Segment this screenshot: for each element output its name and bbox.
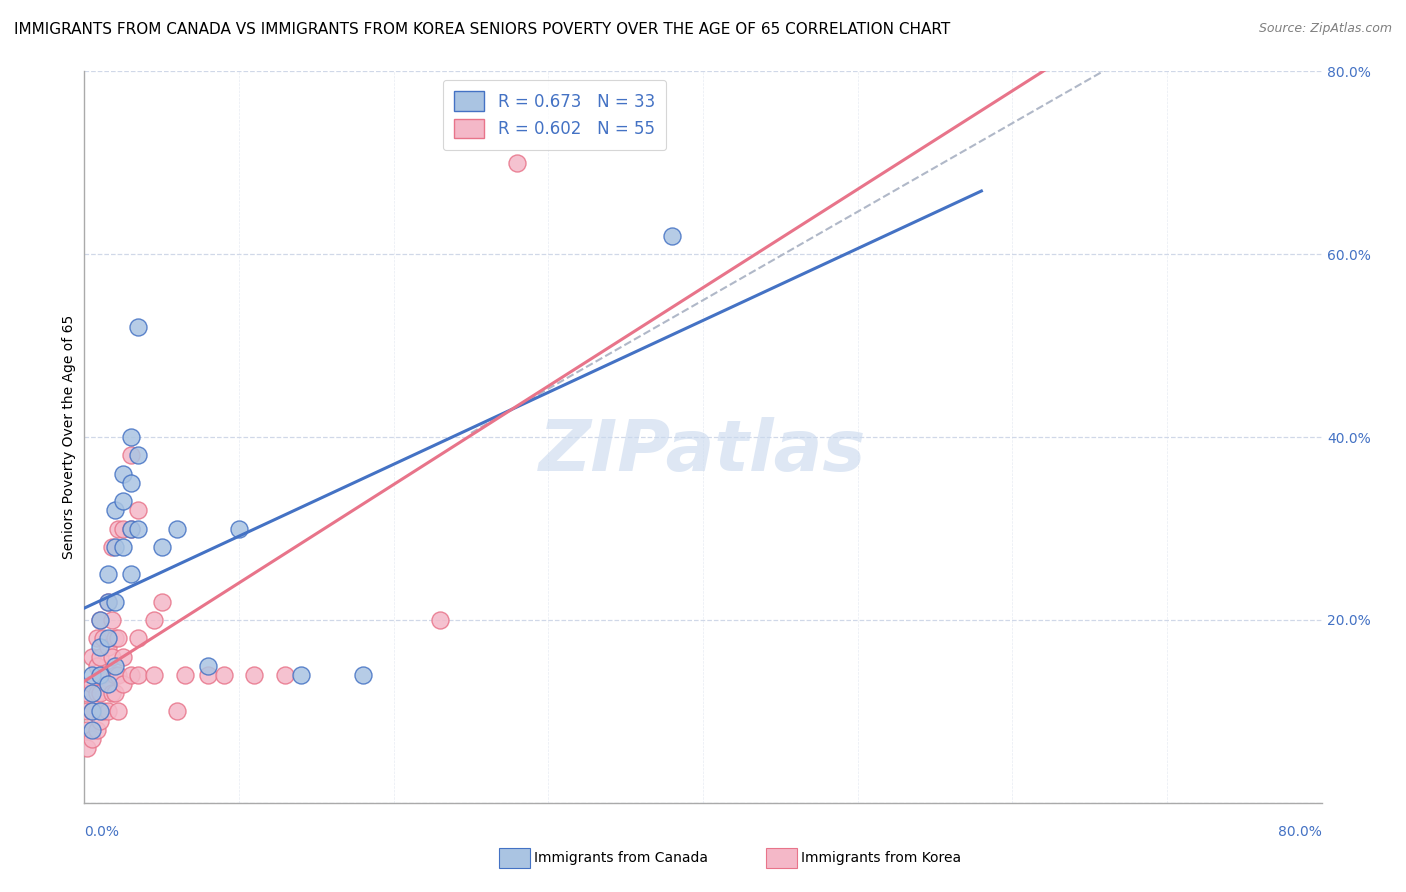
Point <box>128 632 150 646</box>
Point <box>112 494 135 508</box>
Point <box>97 677 120 691</box>
Point <box>429 613 451 627</box>
Point <box>112 540 135 554</box>
Point <box>86 658 108 673</box>
Point <box>89 705 111 719</box>
Point <box>166 705 188 719</box>
Point <box>120 521 142 535</box>
Point <box>150 540 173 554</box>
Point <box>143 667 166 681</box>
Text: ZIPatlas: ZIPatlas <box>540 417 866 486</box>
Point <box>107 632 129 646</box>
Text: 0.0%: 0.0% <box>84 825 120 839</box>
Point <box>82 731 104 746</box>
Point <box>228 521 250 535</box>
Point <box>89 649 111 664</box>
Point <box>197 658 219 673</box>
Point <box>107 705 129 719</box>
Point <box>101 540 124 554</box>
Point <box>143 613 166 627</box>
Point <box>174 667 197 681</box>
Point <box>120 521 142 535</box>
Point <box>82 705 104 719</box>
Point <box>89 613 111 627</box>
Text: 80.0%: 80.0% <box>1278 825 1322 839</box>
Point <box>212 667 235 681</box>
Point <box>91 667 114 681</box>
Legend: R = 0.673   N = 33, R = 0.602   N = 55: R = 0.673 N = 33, R = 0.602 N = 55 <box>443 79 666 150</box>
Point <box>76 740 98 755</box>
Point <box>97 594 120 608</box>
Point <box>76 686 98 700</box>
Y-axis label: Seniors Poverty Over the Age of 65: Seniors Poverty Over the Age of 65 <box>62 315 76 559</box>
Text: Immigrants from Korea: Immigrants from Korea <box>801 851 962 865</box>
Point <box>97 594 120 608</box>
Point <box>243 667 266 681</box>
Point <box>97 632 120 646</box>
Point <box>104 632 127 646</box>
Point <box>120 430 142 444</box>
Point <box>104 658 127 673</box>
Text: Source: ZipAtlas.com: Source: ZipAtlas.com <box>1258 22 1392 36</box>
Point <box>89 640 111 655</box>
Point <box>128 521 150 535</box>
Point <box>76 705 98 719</box>
Point <box>104 540 127 554</box>
Point <box>104 667 127 681</box>
Point <box>120 667 142 681</box>
Point <box>89 613 111 627</box>
Point <box>112 467 135 481</box>
Point <box>112 677 135 691</box>
Point <box>506 156 529 170</box>
Point <box>82 649 104 664</box>
Point <box>107 667 129 681</box>
Point <box>91 632 114 646</box>
Point <box>86 686 108 700</box>
Point <box>104 594 127 608</box>
Point <box>197 667 219 681</box>
Point <box>76 723 98 737</box>
Point <box>97 677 120 691</box>
Point <box>82 705 104 719</box>
Text: IMMIGRANTS FROM CANADA VS IMMIGRANTS FROM KOREA SENIORS POVERTY OVER THE AGE OF : IMMIGRANTS FROM CANADA VS IMMIGRANTS FRO… <box>14 22 950 37</box>
Point <box>112 521 135 535</box>
Point <box>101 686 124 700</box>
Point <box>104 503 127 517</box>
Point <box>89 686 111 700</box>
Point <box>352 667 374 681</box>
Point <box>82 667 104 681</box>
Point <box>107 521 129 535</box>
Point <box>89 714 111 728</box>
Point <box>661 228 683 243</box>
Point <box>112 649 135 664</box>
Point <box>128 320 150 334</box>
Point <box>86 723 108 737</box>
Point <box>91 705 114 719</box>
Point <box>101 649 124 664</box>
Point <box>97 640 120 655</box>
Point <box>274 667 297 681</box>
Point <box>120 567 142 582</box>
Point <box>86 632 108 646</box>
Point <box>290 667 312 681</box>
Point <box>82 723 104 737</box>
Point <box>150 594 173 608</box>
Point <box>101 613 124 627</box>
Point <box>82 677 104 691</box>
Point <box>82 686 104 700</box>
Point <box>104 686 127 700</box>
Point <box>120 475 142 490</box>
Point <box>128 667 150 681</box>
Text: Immigrants from Canada: Immigrants from Canada <box>534 851 709 865</box>
Point <box>97 705 120 719</box>
Point <box>120 449 142 463</box>
Point <box>89 667 111 681</box>
Point <box>128 503 150 517</box>
Point <box>128 449 150 463</box>
Point <box>166 521 188 535</box>
Point <box>97 567 120 582</box>
